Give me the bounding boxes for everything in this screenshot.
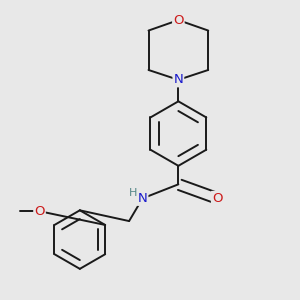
Text: N: N (138, 192, 147, 205)
Text: O: O (212, 192, 222, 205)
Text: O: O (173, 14, 184, 27)
Text: O: O (34, 205, 45, 218)
Text: N: N (173, 73, 183, 86)
Text: H: H (128, 188, 137, 198)
